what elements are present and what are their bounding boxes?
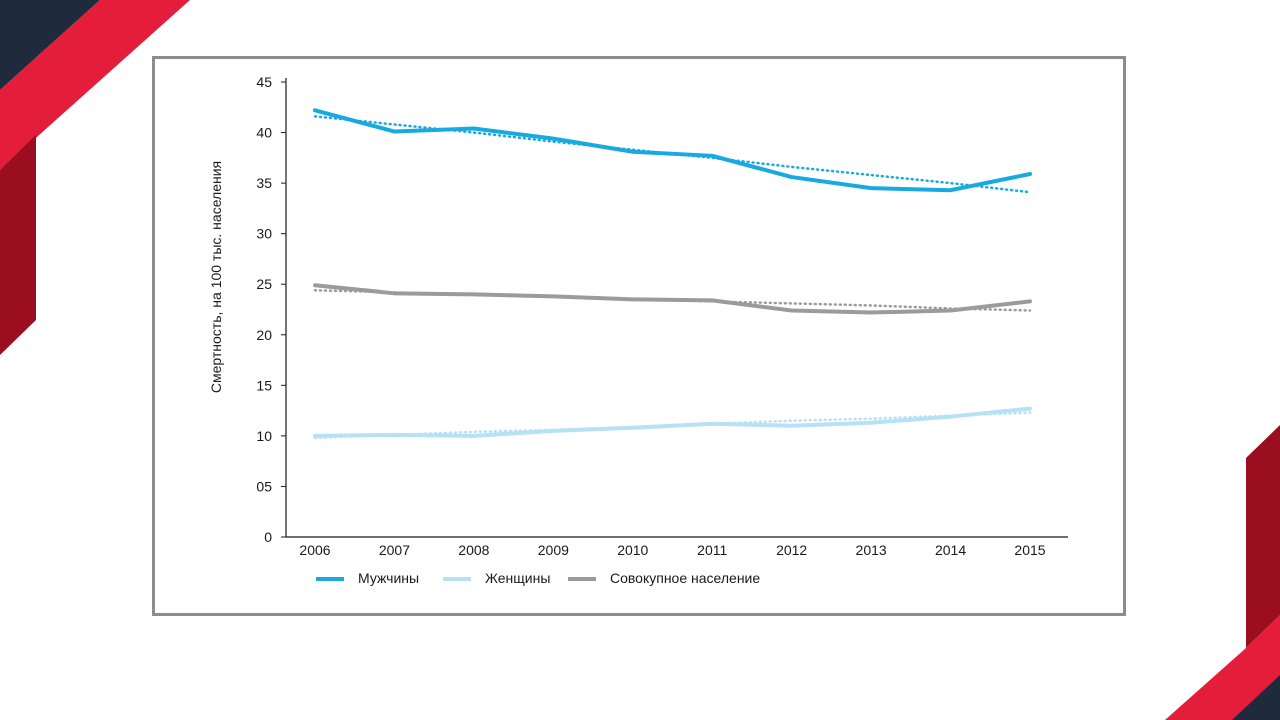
y-tick-label: 35: [256, 175, 272, 191]
y-tick-labels: 0 05 10 15 20 25 30 35 40 45: [256, 74, 286, 545]
x-tick-labels: 2006 2007 2008 2009 2010 2011 2012 2013 2014 2015: [299, 542, 1045, 558]
legend-label: Совокупное население: [610, 570, 760, 586]
x-tick-label: 2006: [299, 542, 330, 558]
x-tick-label: 2012: [776, 542, 807, 558]
x-tick-label: 2010: [617, 542, 648, 558]
top-left-red-stripe: [0, 0, 190, 170]
series-line-2: [313, 283, 1032, 315]
bottom-right-navy-stripe: [1232, 675, 1280, 720]
x-tick-label: 2008: [458, 542, 489, 558]
y-tick-label: 05: [256, 478, 272, 494]
x-tick-label: 2011: [697, 542, 727, 558]
x-tick-label: 2014: [935, 542, 966, 558]
y-tick-label: 25: [256, 276, 272, 292]
y-tick-label: 45: [256, 74, 272, 90]
trend-line-1: [313, 411, 1032, 440]
series-line-0: [313, 108, 1032, 193]
x-tick-label: 2007: [379, 542, 410, 558]
y-tick-label: 30: [256, 226, 272, 242]
x-tick-label: 2015: [1014, 542, 1045, 558]
top-left-darkred-stripe: [0, 135, 36, 355]
legend-label: Женщины: [485, 570, 550, 586]
bottom-right-red-stripe: [1165, 615, 1280, 720]
series-lines: [313, 108, 1032, 438]
y-tick-label: 20: [256, 327, 272, 343]
legend: Мужчины Женщины Совокупное население: [316, 570, 760, 586]
y-tick-label: 0: [264, 529, 272, 545]
x-tick-label: 2013: [856, 542, 887, 558]
bottom-right-darkred-stripe: [1246, 425, 1280, 648]
y-tick-label: 15: [256, 377, 272, 393]
legend-label: Мужчины: [358, 570, 419, 586]
y-axis-label: Смертность, на 100 тыс. населения: [208, 161, 224, 393]
y-tick-label: 10: [256, 428, 272, 444]
series-line-1: [313, 406, 1032, 438]
trend-lines: [313, 115, 1032, 440]
x-tick-label: 2009: [538, 542, 569, 558]
y-tick-label: 40: [256, 125, 272, 141]
